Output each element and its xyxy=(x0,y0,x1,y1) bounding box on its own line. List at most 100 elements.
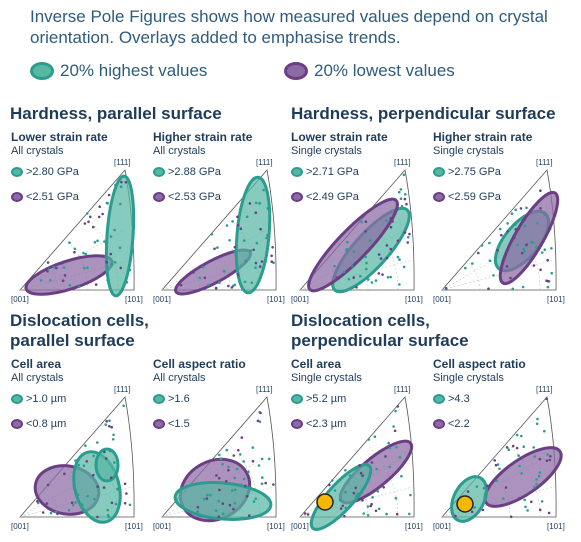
scatter-point xyxy=(396,239,400,243)
scatter-point xyxy=(402,173,406,177)
scatter-point xyxy=(74,459,77,462)
scatter-point xyxy=(402,265,406,269)
scatter-point xyxy=(488,259,492,262)
scatter-point xyxy=(344,469,347,472)
grid-arc xyxy=(489,240,511,291)
ipf-figure: [001] [101] [111] xyxy=(433,385,565,531)
scatter-point xyxy=(45,267,49,270)
scatter-point xyxy=(481,508,485,512)
scatter-point xyxy=(475,485,479,488)
ipf-label-101: [101] xyxy=(125,522,143,531)
scatter-point xyxy=(255,241,259,245)
scatter-point xyxy=(119,185,123,188)
scatter-point xyxy=(254,266,257,269)
scatter-point xyxy=(233,476,236,480)
section-title-hardness-perpendicular: Hardness, perpendicular surface xyxy=(291,104,556,123)
scatter-point xyxy=(350,264,354,268)
scatter-point xyxy=(213,247,216,251)
scatter-point xyxy=(46,270,49,273)
scatter-point xyxy=(128,503,132,507)
scatter-point xyxy=(228,503,232,507)
scatter-point xyxy=(392,425,395,428)
scatter-point xyxy=(68,241,71,244)
panel-legend-low: <2.49 GPa xyxy=(291,191,359,203)
scatter-point xyxy=(500,233,503,237)
scatter-point xyxy=(92,473,95,477)
scatter-point xyxy=(98,205,101,208)
ipf-label-111: [111] xyxy=(256,158,273,167)
scatter-point xyxy=(356,492,360,496)
scatter-point xyxy=(240,436,244,439)
ipf-figure: [001] [101] [111] xyxy=(291,385,423,531)
scatter-point xyxy=(522,247,525,251)
scatter-point xyxy=(56,512,59,516)
scatter-point xyxy=(60,262,63,265)
ipf-panel: Cell aspect ratio Single crystals [001][… xyxy=(433,357,573,542)
scatter-point xyxy=(535,482,538,486)
scatter-point xyxy=(202,497,206,501)
scatter-point xyxy=(221,502,225,505)
scatter-point xyxy=(546,280,550,283)
scatter-point xyxy=(73,247,77,251)
scatter-point xyxy=(374,279,378,282)
scatter-point xyxy=(113,461,116,464)
grid-arc xyxy=(209,240,231,291)
panel-legend-high: >2.71 GPa xyxy=(291,166,359,178)
scatter-point xyxy=(227,284,230,288)
scatter-point xyxy=(85,212,89,215)
scatter-point xyxy=(228,239,231,242)
scatter-point xyxy=(236,223,240,227)
scatter-point xyxy=(239,453,242,456)
panel-sample: All crystals xyxy=(11,372,64,384)
scatter-point xyxy=(352,250,355,253)
scatter-point xyxy=(217,476,221,480)
section-title-line2: parallel surface xyxy=(10,331,135,350)
scatter-point xyxy=(533,455,537,458)
scatter-point xyxy=(359,274,362,278)
scatter-point xyxy=(492,274,495,277)
ipf-label-001: [001] xyxy=(153,295,171,304)
scatter-point xyxy=(391,220,394,223)
panel-sample: Single crystals xyxy=(291,372,362,384)
scatter-point xyxy=(97,215,101,219)
scatter-point xyxy=(376,239,379,242)
scatter-point xyxy=(389,247,393,251)
panel-legend-low: <2.53 GPa xyxy=(153,191,221,203)
scatter-point xyxy=(55,266,58,270)
scatter-point xyxy=(328,483,331,487)
scatter-point xyxy=(389,217,392,220)
low-threshold: <1.5 xyxy=(168,418,190,430)
panel-title: Higher strain rate xyxy=(433,130,533,144)
scatter-point xyxy=(543,248,547,251)
ipf-figure: [001] [101] [111] xyxy=(11,158,143,304)
scatter-point xyxy=(545,459,549,462)
scatter-point xyxy=(506,230,509,233)
scatter-point xyxy=(62,266,66,269)
high-threshold: >4.3 xyxy=(448,393,470,405)
scatter-point xyxy=(67,509,71,512)
scatter-point xyxy=(235,467,239,471)
ipf-label-101: [101] xyxy=(405,295,423,304)
scatter-point xyxy=(496,463,500,466)
high-values-swatch xyxy=(30,62,54,80)
high-threshold: >5.2 µm xyxy=(306,393,347,405)
scatter-point xyxy=(364,220,368,223)
ipf-figure: [001] [101] [111] xyxy=(291,158,423,304)
scatter-point xyxy=(72,484,76,488)
scatter-point xyxy=(543,213,547,216)
scatter-point xyxy=(249,249,253,252)
scatter-point xyxy=(227,465,230,469)
scatter-point xyxy=(347,278,351,281)
scatter-point xyxy=(547,511,551,515)
low-values-overlay xyxy=(483,446,563,508)
ipf-label-001: [001] xyxy=(433,295,451,304)
scatter-point xyxy=(538,508,542,512)
panel-sample: Single crystals xyxy=(291,145,362,157)
scatter-point xyxy=(94,283,98,286)
ipf-label-111: [111] xyxy=(394,385,411,394)
ipf-label-001: [001] xyxy=(11,522,29,531)
scatter-point xyxy=(223,270,226,273)
scatter-point xyxy=(215,474,218,477)
scatter-point xyxy=(71,503,75,507)
scatter-point xyxy=(209,493,212,497)
